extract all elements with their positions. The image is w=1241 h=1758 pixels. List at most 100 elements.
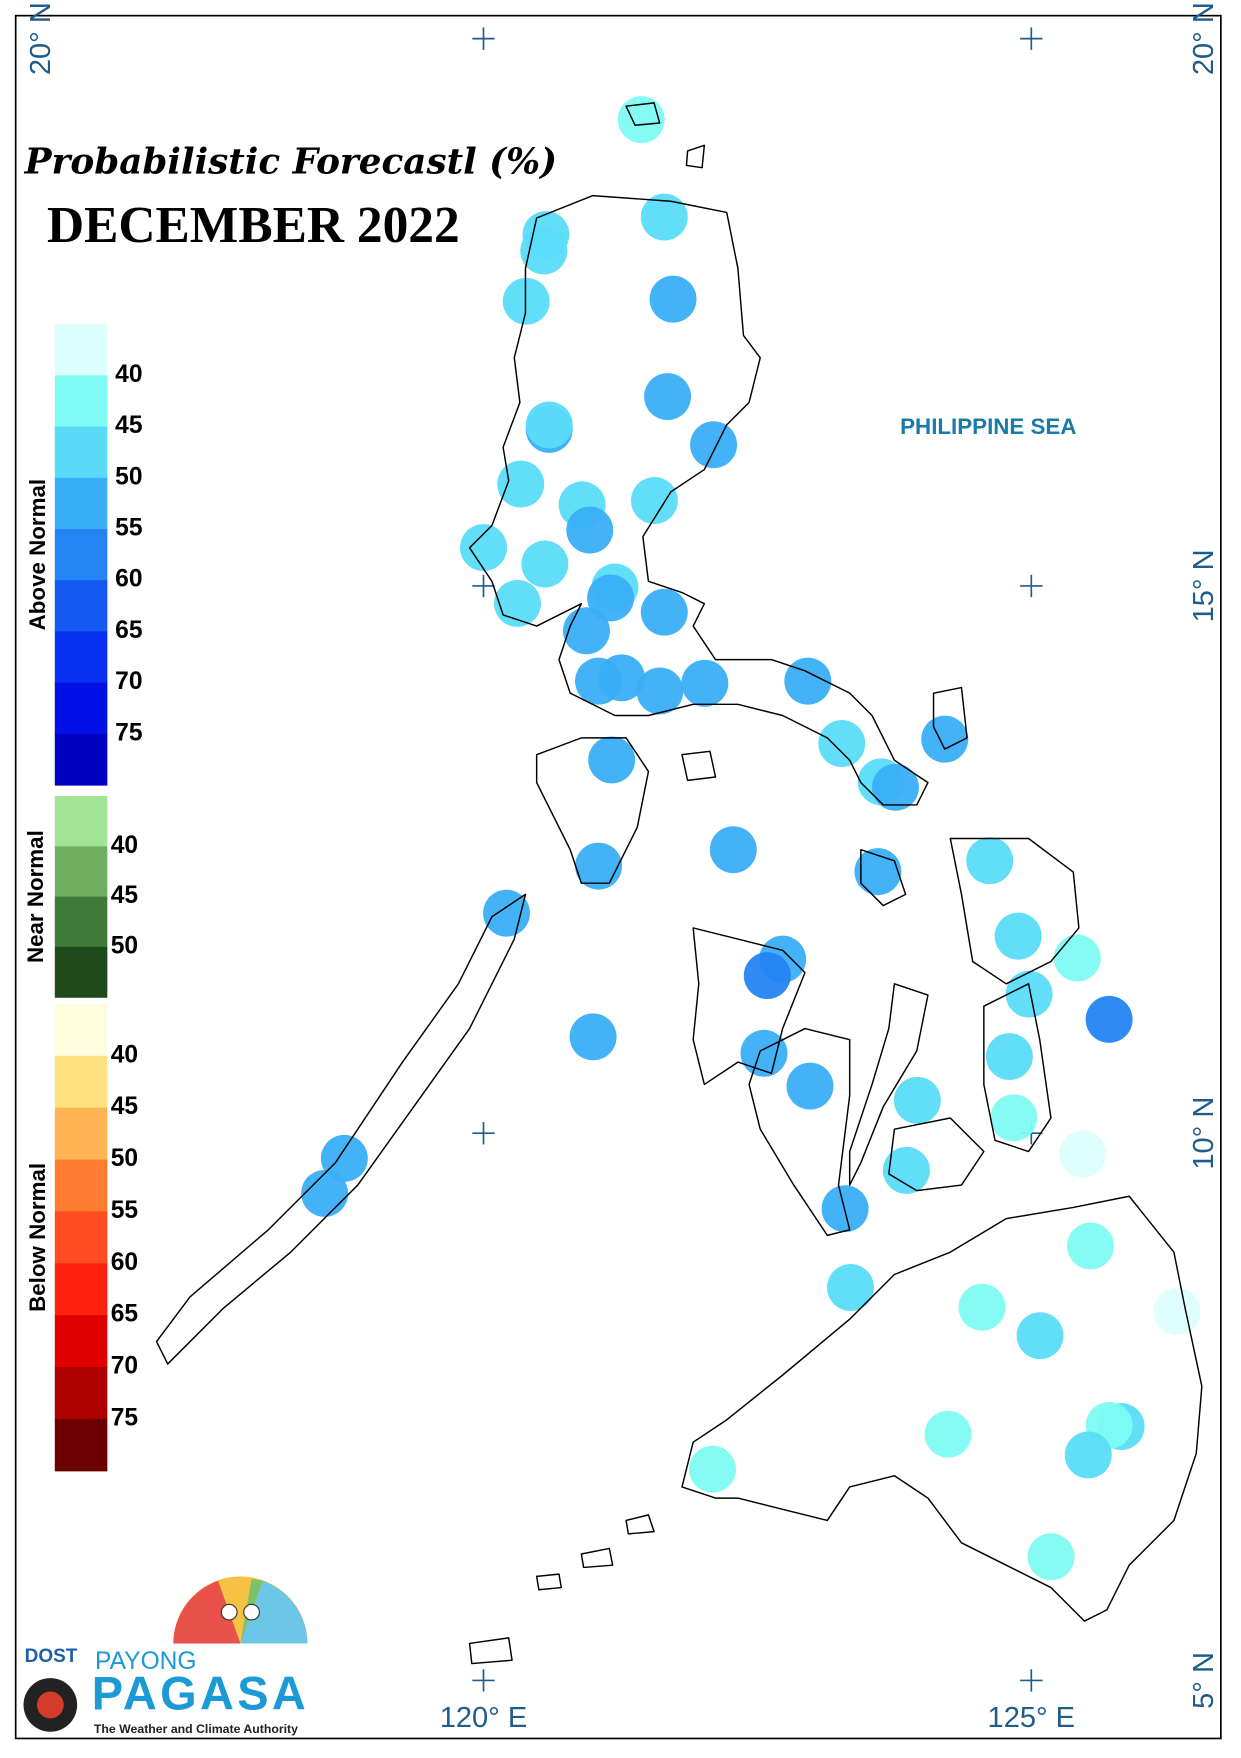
bohol [888, 1117, 985, 1192]
lon-label: 120° E [440, 1702, 528, 1734]
panay [692, 927, 806, 1086]
station-probability [1085, 995, 1133, 1043]
palawan [155, 893, 527, 1365]
station-probability [644, 373, 692, 421]
coastlines [155, 102, 1203, 1665]
station-probability [740, 1029, 788, 1077]
luzon [468, 194, 929, 806]
station-probability [569, 1013, 617, 1061]
legend-label: 45 [111, 882, 138, 909]
station-probability [1005, 970, 1053, 1018]
station-probability [818, 720, 866, 768]
legend-swatch [54, 1367, 108, 1420]
station-probability [1153, 1288, 1201, 1336]
station-probability [871, 763, 919, 811]
legend-swatch [54, 580, 108, 632]
legend-title: Near Normal [23, 830, 48, 963]
sulu [468, 1514, 655, 1665]
lat-label: 20° N [1188, 2, 1220, 75]
station-probability [1064, 1431, 1112, 1479]
lat-label: 15° N [1188, 549, 1220, 622]
legend-swatch [54, 1107, 108, 1161]
graticule-cross [472, 574, 495, 598]
legend-swatch [54, 1418, 108, 1472]
station-probability [743, 952, 791, 1000]
legend-swatch [54, 946, 108, 998]
logo-pagasa: PAGASA [92, 1667, 309, 1720]
station-probability [1016, 1312, 1064, 1360]
station-probability [521, 540, 569, 588]
logo-payong: PAYONG [95, 1648, 197, 1675]
station-probability [990, 1094, 1038, 1142]
lat-label: 20° N [25, 2, 57, 75]
legend-label: 40 [111, 832, 138, 859]
lat-label: 10° N [1188, 1097, 1220, 1170]
station-probability [520, 227, 568, 275]
lat-label: 5° N [1188, 1652, 1220, 1709]
legend-swatch [54, 1211, 108, 1264]
station-probability [566, 506, 614, 554]
legend-swatch [54, 1159, 108, 1213]
negros [748, 1027, 851, 1237]
babuyan [625, 102, 706, 169]
graticule-cross [472, 1669, 495, 1692]
legend-swatch [54, 1315, 108, 1368]
legend-label: 50 [115, 463, 142, 490]
station-probability [525, 401, 573, 449]
legend-label: 45 [111, 1093, 138, 1120]
station-probability [460, 524, 507, 572]
legend-label: 70 [115, 668, 142, 695]
legend-swatch [54, 896, 108, 948]
legend-label: 40 [111, 1041, 138, 1068]
station-probability [649, 275, 697, 323]
graticule-cross [1020, 574, 1043, 598]
logo: DOST PAYONG PAGASA The Weather and Clima… [23, 1576, 309, 1736]
umbrella-red [173, 1580, 241, 1644]
station-probability [563, 607, 610, 655]
legend-swatch [54, 375, 108, 428]
station-probability [588, 736, 636, 784]
station-probability [640, 588, 688, 636]
station-probability [966, 837, 1014, 885]
station-probability [985, 1033, 1033, 1081]
mindoro [535, 737, 650, 884]
station-probability [320, 1134, 368, 1182]
samar [949, 837, 1080, 985]
sea-label: PHILIPPINE SEA [900, 414, 1076, 439]
logo-tagline: The Weather and Climate Authority [94, 1722, 298, 1736]
map-title: Probabilistic Forecastl (%) [24, 140, 557, 182]
legend-swatch [54, 796, 108, 847]
station-probability [630, 477, 678, 525]
catanduanes [932, 686, 968, 750]
graticule-cross [1020, 27, 1043, 50]
station-probability [1067, 1222, 1114, 1270]
station-probability [882, 1146, 930, 1194]
legend-label: 45 [115, 412, 142, 439]
station-probability [994, 912, 1042, 960]
legend-label: 55 [111, 1197, 138, 1224]
legend-label: 55 [115, 515, 142, 542]
graticule-cross [472, 27, 495, 50]
station-probability [617, 96, 665, 144]
station-probability [958, 1283, 1006, 1331]
legend-label: 65 [111, 1301, 138, 1328]
legend-label: 75 [111, 1404, 138, 1431]
legend-swatch [54, 631, 108, 684]
legend-title: Above Normal [25, 479, 50, 630]
legend-label: 75 [115, 719, 142, 746]
masbate [860, 848, 907, 907]
station-probability [893, 1076, 941, 1124]
station-probability [502, 277, 550, 325]
legend-label: 65 [115, 617, 142, 644]
station-probability [636, 667, 684, 715]
legend-swatch [54, 324, 108, 376]
lon-label: 125° E [988, 1702, 1076, 1734]
legend-label: 60 [115, 566, 142, 593]
station-probability [301, 1169, 349, 1217]
station-probability [640, 193, 688, 241]
station-probability [575, 842, 623, 890]
station-probability [786, 1062, 834, 1110]
legend-swatch [54, 1003, 108, 1057]
leyte [983, 983, 1052, 1153]
